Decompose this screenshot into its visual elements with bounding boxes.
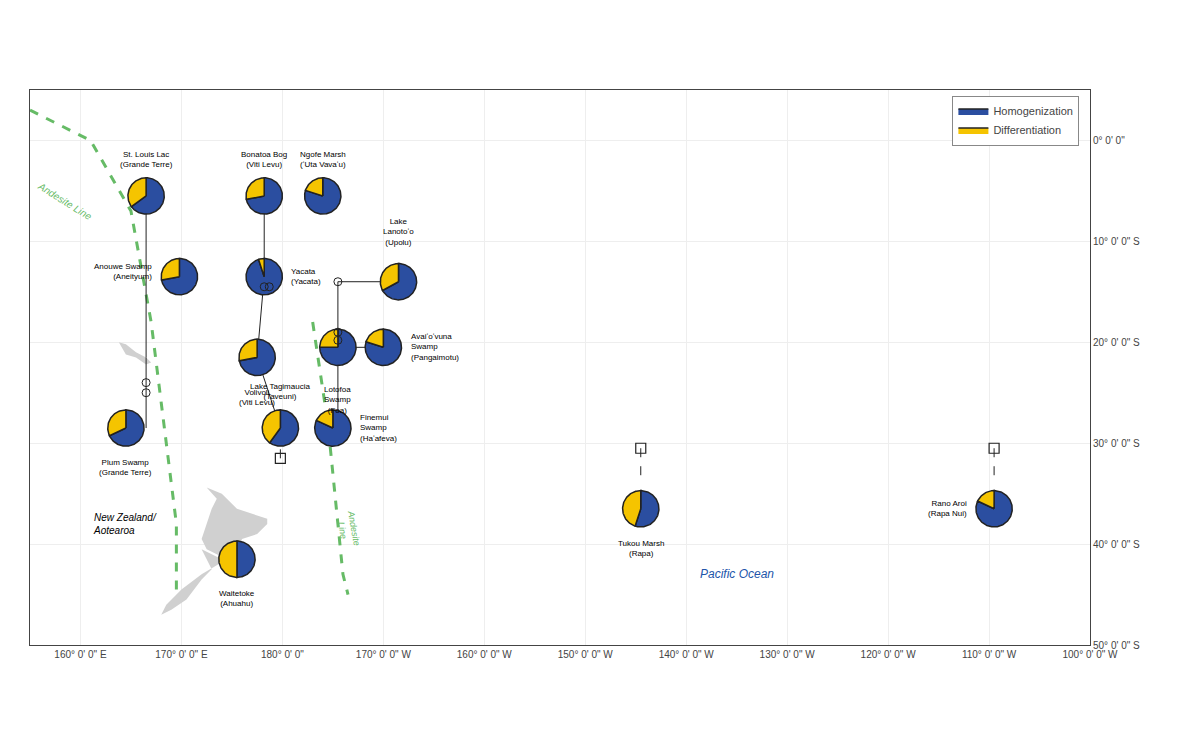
svg-text:Volivoli(Viti Levu): Volivoli(Viti Levu) xyxy=(239,388,275,407)
svg-text:160° 0' 0" W: 160° 0' 0" W xyxy=(457,649,513,660)
svg-text:100° 0' 0" W: 100° 0' 0" W xyxy=(1062,649,1118,660)
svg-text:160° 0' 0" E: 160° 0' 0" E xyxy=(54,649,107,660)
svg-text:Plum Swamp(Grande Terre): Plum Swamp(Grande Terre) xyxy=(99,458,152,477)
svg-text:10° 0' 0" S: 10° 0' 0" S xyxy=(1093,236,1140,247)
svg-text:FinemuiSwamp(Haʻafeva): FinemuiSwamp(Haʻafeva) xyxy=(360,413,397,443)
svg-text:Differentiation: Differentiation xyxy=(993,124,1061,136)
svg-text:Rano Aroi(Rapa Nui): Rano Aroi(Rapa Nui) xyxy=(928,499,967,518)
svg-text:140° 0' 0" W: 140° 0' 0" W xyxy=(659,649,715,660)
svg-text:170° 0' 0" E: 170° 0' 0" E xyxy=(155,649,208,660)
svg-text:180° 0' 0": 180° 0' 0" xyxy=(261,649,304,660)
svg-text:Andesite Line: Andesite Line xyxy=(36,180,94,222)
svg-text:20° 0' 0" S: 20° 0' 0" S xyxy=(1093,337,1140,348)
svg-text:LotofoaSwamp(Foa): LotofoaSwamp(Foa) xyxy=(324,385,351,415)
svg-text:Tukou Marsh(Rapa): Tukou Marsh(Rapa) xyxy=(618,539,664,558)
svg-text:Waitetoke(Ahuahu): Waitetoke(Ahuahu) xyxy=(219,589,255,608)
svg-text:50° 0' 0" S: 50° 0' 0" S xyxy=(1093,640,1140,651)
svg-text:Yacata(Yacata): Yacata(Yacata) xyxy=(291,267,321,286)
svg-text:AvaiʻoʻvunaSwamp(Pangaimotu): AvaiʻoʻvunaSwamp(Pangaimotu) xyxy=(411,332,459,362)
svg-text:150° 0' 0" W: 150° 0' 0" W xyxy=(558,649,614,660)
svg-text:Ngofe Marsh(ʻUta Vavaʻu): Ngofe Marsh(ʻUta Vavaʻu) xyxy=(300,150,346,169)
svg-text:Pacific Ocean: Pacific Ocean xyxy=(700,567,774,581)
svg-text:130° 0' 0" W: 130° 0' 0" W xyxy=(760,649,816,660)
svg-text:LakeLanotoʻo(Upolu): LakeLanotoʻo(Upolu) xyxy=(383,217,414,247)
svg-text:40° 0' 0" S: 40° 0' 0" S xyxy=(1093,539,1140,550)
svg-text:Lake Tagimaucia(Taveuni): Lake Tagimaucia(Taveuni) xyxy=(250,382,310,401)
svg-text:St. Louis Lac(Grande Terre): St. Louis Lac(Grande Terre) xyxy=(120,150,173,169)
svg-text:0° 0' 0": 0° 0' 0" xyxy=(1093,135,1125,146)
svg-text:110° 0' 0" W: 110° 0' 0" W xyxy=(962,649,1017,660)
svg-text:Bonatoa Bog(Viti Levu): Bonatoa Bog(Viti Levu) xyxy=(241,150,287,169)
svg-text:170° 0' 0" W: 170° 0' 0" W xyxy=(356,649,412,660)
svg-text:30° 0' 0" S: 30° 0' 0" S xyxy=(1093,438,1140,449)
svg-text:120° 0' 0" W: 120° 0' 0" W xyxy=(861,649,917,660)
svg-text:Anouwe Swamp(Aneityum): Anouwe Swamp(Aneityum) xyxy=(94,262,152,281)
svg-text:Homogenization: Homogenization xyxy=(993,105,1073,117)
svg-text:New Zealand/Aotearoa: New Zealand/Aotearoa xyxy=(93,512,157,536)
svg-text:AndesiteLine: AndesiteLine xyxy=(334,509,362,548)
